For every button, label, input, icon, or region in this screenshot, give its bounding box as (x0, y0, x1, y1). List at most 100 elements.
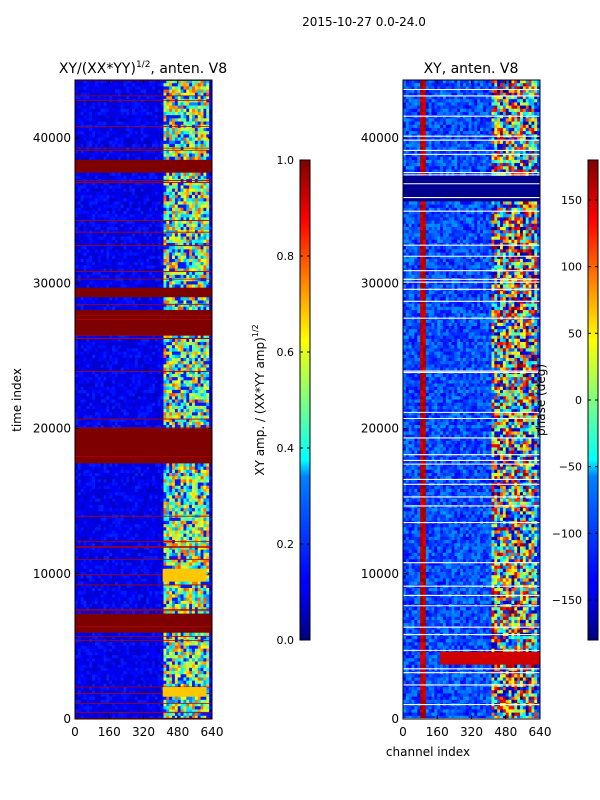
heatmap-cell (206, 335, 210, 340)
heatmap-cell (183, 485, 187, 490)
heatmap-cell (192, 115, 196, 119)
heatmap-cell (80, 370, 84, 375)
heatmap-cell (75, 204, 79, 209)
heatmap-cell (97, 236, 102, 241)
heatmap-cell (129, 303, 133, 308)
heatmap-cell (126, 255, 130, 260)
heatmap-cell (83, 147, 87, 151)
heatmap-cell (86, 175, 90, 180)
heatmap-cell (83, 393, 87, 397)
heatmap-cell (206, 297, 210, 301)
heatmap-cell (163, 239, 167, 244)
heatmap-cell (200, 278, 204, 282)
heatmap-cell (172, 370, 176, 375)
heatmap-cell (166, 373, 170, 378)
heatmap-cell (194, 95, 199, 100)
heatmap-cell (80, 175, 84, 180)
heatmap-cell (189, 373, 193, 378)
heatmap-cell (77, 469, 82, 474)
heatmap-cell (152, 338, 156, 343)
heatmap-cell (134, 137, 139, 142)
heatmap-cell (183, 335, 187, 340)
heatmap-cell (163, 111, 167, 116)
heatmap-cell (174, 172, 179, 177)
heatmap-cell (97, 191, 102, 196)
heatmap-cell (89, 492, 93, 496)
heatmap-cell (209, 83, 213, 87)
heatmap-cell (189, 156, 193, 161)
heatmap-cell (177, 131, 182, 135)
heatmap-cell (200, 111, 204, 116)
heatmap-cell (92, 405, 96, 410)
heatmap-cell (112, 80, 116, 84)
heatmap-cell (120, 156, 124, 161)
heatmap-cell (80, 402, 84, 407)
heatmap-cell (103, 255, 107, 260)
heatmap-cell (200, 214, 204, 218)
heatmap-cell (149, 265, 153, 269)
heatmap-cell (163, 373, 167, 378)
heatmap-cell (166, 274, 170, 279)
heatmap-cell (186, 102, 190, 106)
heatmap-cell (157, 393, 162, 397)
heatmap-cell (209, 485, 213, 490)
heatmap-cell (132, 306, 136, 311)
heatmap-cell (169, 412, 173, 416)
heatmap-cell (200, 281, 204, 285)
heatmap-cell (109, 252, 113, 257)
heatmap-cell (137, 412, 142, 416)
heatmap-cell (117, 195, 122, 199)
heatmap-cell (77, 335, 82, 340)
heatmap-cell (183, 297, 187, 301)
heatmap-cell (149, 303, 153, 308)
heatmap-cell (149, 361, 153, 365)
heatmap-cell (103, 399, 107, 404)
heatmap-cell (92, 258, 96, 263)
heatmap-cell (134, 226, 139, 231)
heatmap-cell (112, 364, 116, 368)
heatmap-cell (183, 198, 187, 202)
heatmap-cell (163, 137, 167, 142)
heatmap-cell (86, 341, 90, 346)
heatmap-cell (209, 188, 213, 193)
heatmap-cell (120, 131, 124, 135)
heatmap-cell (109, 357, 113, 362)
heatmap-cell (83, 262, 87, 266)
heatmap-cell (117, 147, 122, 151)
heatmap-cell (80, 354, 84, 359)
heatmap-cell (169, 351, 173, 356)
heatmap-cell (77, 220, 82, 225)
heatmap-cell (106, 118, 110, 122)
heatmap-cell (126, 335, 130, 340)
heatmap-cell (137, 111, 142, 116)
heatmap-cell (106, 246, 110, 250)
heatmap-cell (194, 172, 199, 177)
heatmap-cell (132, 492, 136, 496)
heatmap-cell (126, 367, 130, 372)
heatmap-cell (75, 361, 79, 365)
heatmap-cell (80, 479, 84, 483)
heatmap-cell (123, 409, 127, 413)
heatmap-cell (177, 236, 182, 241)
heatmap-cell (186, 127, 190, 132)
heatmap-cell (129, 393, 133, 397)
heatmap-cell (172, 204, 176, 209)
heatmap-cell (152, 210, 156, 215)
heatmap-cell (154, 373, 159, 378)
heatmap-cell (209, 233, 213, 237)
heatmap-cell (152, 156, 156, 161)
heatmap-cell (169, 370, 173, 375)
heatmap-cell (92, 268, 96, 273)
heatmap-cell (100, 121, 104, 126)
heatmap-cell (203, 239, 207, 244)
heatmap-cell (89, 396, 93, 400)
heatmap-cell (75, 137, 79, 142)
heatmap-cell (172, 361, 176, 365)
heatmap-cell (146, 409, 150, 413)
heatmap-cell (206, 143, 210, 148)
heatmap-cell (206, 105, 210, 110)
heatmap-cell (112, 274, 116, 279)
heatmap-cell (152, 373, 156, 378)
heatmap-cell (97, 118, 102, 122)
heatmap-cell (123, 396, 127, 400)
